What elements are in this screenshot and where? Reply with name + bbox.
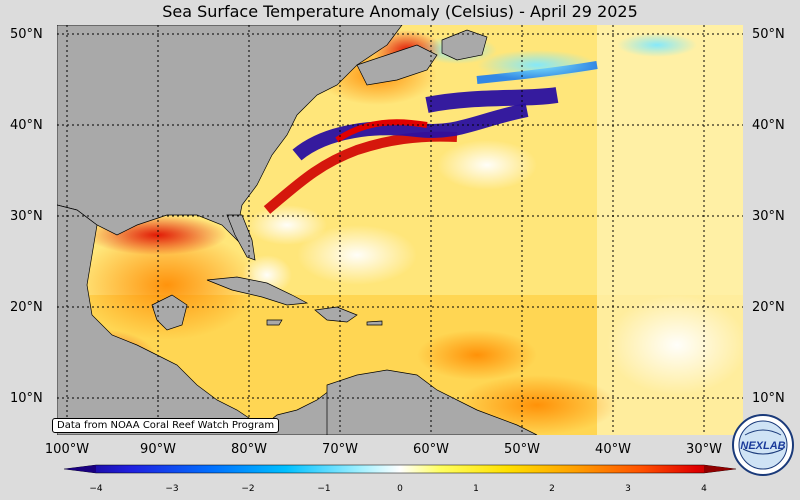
colorbar-tick: −2	[241, 484, 255, 494]
colorbar-tick: 4	[701, 484, 707, 494]
colorbar-tick: 0	[397, 484, 403, 494]
colorbar-tick: −1	[317, 484, 331, 494]
colorbar-tick: 2	[549, 484, 555, 494]
lon-label: 90°W	[140, 442, 176, 457]
colorbar-tick: −3	[165, 484, 179, 494]
logo-text: NEXLAB	[740, 440, 785, 452]
lat-label-left: 50°N	[10, 27, 43, 42]
colorbar-tick: 1	[473, 484, 479, 494]
lon-label: 80°W	[231, 442, 267, 457]
lon-label: 100°W	[44, 442, 90, 457]
landmass	[57, 25, 538, 435]
colorbar-tick: 3	[625, 484, 631, 494]
lat-label-left: 10°N	[10, 391, 43, 406]
lat-label-left: 30°N	[10, 209, 43, 224]
map-title: Sea Surface Temperature Anomaly (Celsius…	[162, 2, 638, 21]
colorbar-tick: −4	[89, 484, 103, 494]
lon-label: 30°W	[686, 442, 722, 457]
lat-label-left: 40°N	[10, 118, 43, 133]
nexlab-logo: NEXLAB	[731, 413, 795, 481]
data-credit: Data from NOAA Coral Reef Watch Program	[52, 418, 280, 433]
graticule	[57, 25, 743, 435]
lon-label: 60°W	[413, 442, 449, 457]
lat-label-right: 50°N	[752, 27, 785, 42]
sst-anomaly-map	[57, 25, 743, 435]
lat-label-right: 30°N	[752, 209, 785, 224]
lon-label: 70°W	[322, 442, 358, 457]
lat-label-left: 20°N	[10, 300, 43, 315]
colorbar	[60, 460, 740, 486]
lat-label-right: 40°N	[752, 118, 785, 133]
colorbar-scale	[63, 464, 737, 474]
lon-label: 40°W	[595, 442, 631, 457]
lon-label: 50°W	[504, 442, 540, 457]
lat-label-right: 10°N	[752, 391, 785, 406]
lat-label-right: 20°N	[752, 300, 785, 315]
